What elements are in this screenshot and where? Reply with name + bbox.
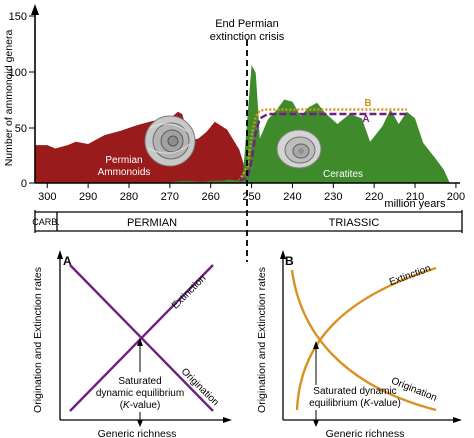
- panel-a-origination-label: Origination: [179, 366, 221, 408]
- permian-ammonite-icon: [144, 115, 196, 167]
- panel-b-extinction-curve: [295, 266, 437, 411]
- curve-b-line: [238, 108, 407, 182]
- panel-b-k-arrow-icon: [313, 420, 319, 427]
- panel-b-x-label: Generic richness: [326, 428, 405, 438]
- panel-b-equilibrium-label: equilibrium (K-value): [309, 398, 401, 409]
- x-tick-label: 230: [324, 191, 342, 203]
- top-chart-areas: [35, 65, 450, 183]
- panel-a-equilibrium-label: dynamic equilibrium: [96, 388, 184, 399]
- x-tick-label: 290: [79, 191, 97, 203]
- panel-a-equilibrium-label: Saturated: [118, 376, 161, 387]
- permian-label: Permian: [105, 155, 142, 166]
- x-ticks: 300 290 280 270 260 250 240 230 220 210 200: [38, 183, 465, 203]
- y-axis-arrow-icon: [31, 4, 39, 15]
- panel-a-k-arrow-icon: [137, 420, 143, 427]
- ceratites-label: Ceratites: [323, 169, 363, 180]
- x-tick-label: 240: [283, 191, 301, 203]
- panel-a-equilibrium-label: (K-value): [120, 400, 161, 411]
- x-tick-label: 210: [406, 191, 424, 203]
- panel-b-pointer-arrow-icon: [313, 341, 319, 349]
- panel-b-extinction-label: Extinction: [388, 263, 433, 288]
- panel-a-pointer-arrow-icon: [137, 338, 143, 346]
- y-tick-label: 100: [9, 67, 27, 79]
- top-chart: 0 50 100 150 Number of ammonoid genera 3…: [3, 4, 465, 262]
- panel-b-y-arrow-icon: [280, 250, 286, 259]
- panel-a-x-arrow-icon: [223, 417, 232, 423]
- x-tick-label: 220: [365, 191, 383, 203]
- period-label: CARB.: [32, 217, 60, 227]
- period-label: TRIASSIC: [329, 217, 380, 229]
- x-tick-label: 260: [202, 191, 220, 203]
- x-tick-label: 250: [242, 191, 260, 203]
- panel-a: A Origination and Extinction rates Gener…: [32, 250, 232, 438]
- curve-b-label: B: [364, 98, 371, 109]
- permian-ammonoids-area: [35, 111, 248, 183]
- x-axis-unit-label: million years: [384, 198, 446, 210]
- y-ticks: 0 50 100 150: [9, 11, 35, 190]
- period-label: PERMIAN: [127, 217, 177, 229]
- permian-label: Ammonoids: [98, 167, 151, 178]
- ceratite-ammonite-icon: [276, 129, 322, 169]
- y-tick-label: 0: [21, 178, 27, 190]
- period-bar: CARB. PERMIAN TRIASSIC: [32, 210, 463, 233]
- panel-a-y-arrow-icon: [57, 250, 63, 259]
- curve-a-label: A: [362, 114, 369, 125]
- x-tick-label: 280: [120, 191, 138, 203]
- panel-b-x-arrow-icon: [453, 417, 462, 423]
- x-tick-label: 270: [161, 191, 179, 203]
- panel-b-y-label: Origination and Extinction rates: [256, 267, 268, 413]
- panel-b-letter: B: [285, 254, 294, 268]
- x-tick-label: 300: [38, 191, 56, 203]
- ceratites-area: [157, 65, 450, 183]
- y-tick-label: 150: [9, 11, 27, 23]
- x-tick-label: 200: [447, 191, 465, 203]
- panel-a-x-label: Generic richness: [98, 428, 177, 438]
- panel-b: B Origination and Extinction rates Gener…: [256, 250, 462, 438]
- crisis-label: End Permian: [215, 18, 279, 30]
- crisis-label: extinction crisis: [210, 31, 285, 43]
- panel-a-extinction-label: Extinction: [170, 273, 208, 311]
- y-axis-label: Number of ammonoid genera: [3, 30, 15, 167]
- panel-a-y-label: Origination and Extinction rates: [32, 267, 44, 413]
- panel-b-equilibrium-label: Saturated dynamic: [313, 386, 396, 397]
- panel-a-origination-line: [69, 264, 214, 412]
- y-tick-label: 50: [15, 123, 27, 135]
- panel-a-letter: A: [63, 254, 72, 268]
- panel-b-origination-curve: [290, 269, 437, 412]
- curve-a-line: [238, 112, 407, 182]
